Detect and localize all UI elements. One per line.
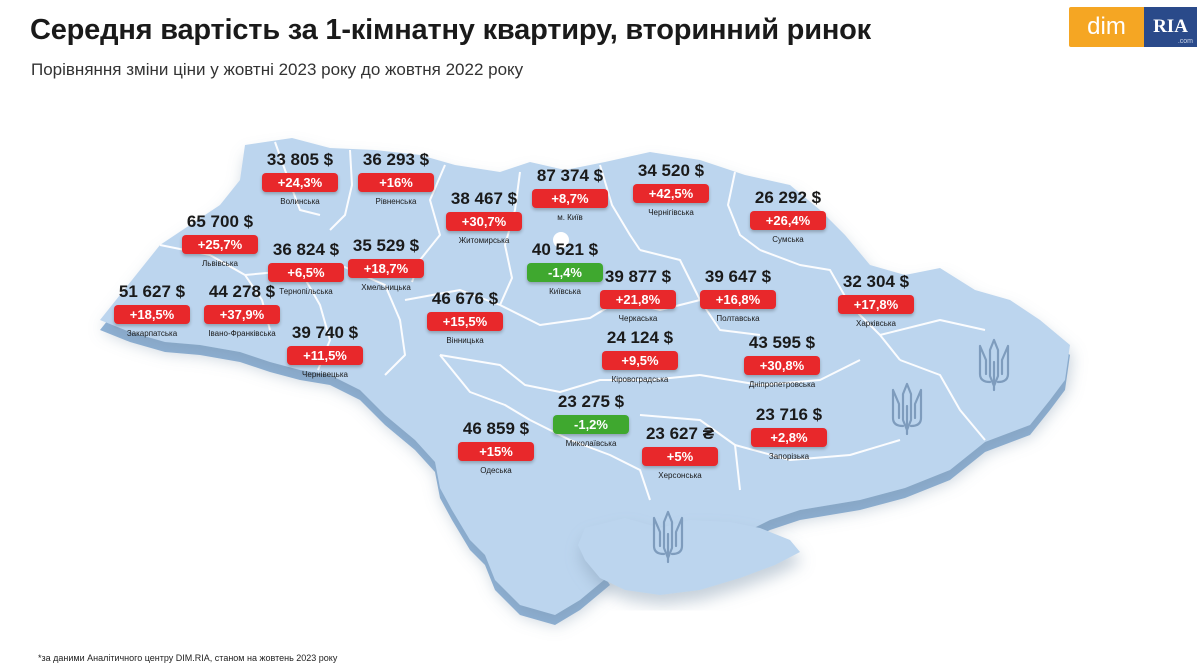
region-price: 36 824 $: [272, 240, 340, 259]
region-price: 46 676 $: [431, 289, 499, 308]
region-price: 46 859 $: [462, 419, 530, 438]
logo-ria: RIA .com: [1144, 7, 1197, 47]
region-change-badge: +26,4%: [750, 211, 826, 230]
region-price: 26 292 $: [754, 188, 822, 207]
region-change-badge: +18,5%: [114, 305, 190, 324]
region-change-badge: +42,5%: [633, 184, 709, 203]
region-name: Волинська: [280, 197, 320, 206]
region-name: Черкаська: [618, 314, 658, 323]
region-price: 33 805 $: [266, 150, 334, 169]
region-name: Івано-Франківська: [208, 329, 276, 338]
region-change-badge: -1,2%: [553, 415, 629, 434]
region-price: 87 374 $: [536, 166, 604, 185]
region-change-badge: +6,5%: [268, 263, 344, 282]
logo-dim: dim: [1069, 7, 1144, 47]
region-name: Дніпропетровська: [748, 380, 816, 389]
region-change-badge: +17,8%: [838, 295, 914, 314]
logo-ria-domain: .com: [1177, 38, 1193, 45]
region-price: 36 293 $: [362, 150, 430, 169]
region-change-badge: +16,8%: [700, 290, 776, 309]
region-name: Рівненська: [375, 197, 417, 206]
dim-ria-logo[interactable]: dim RIA .com: [1069, 7, 1197, 47]
region-name: Кіровоградська: [611, 375, 669, 384]
region-change-badge: +24,3%: [262, 173, 338, 192]
region-name: Запорізька: [768, 452, 810, 461]
region-change-badge: +11,5%: [287, 346, 363, 365]
region-price: 43 595 $: [748, 333, 816, 352]
region-name: Львівська: [202, 259, 238, 268]
region-price: 39 647 $: [704, 267, 772, 286]
region-change-badge: +21,8%: [600, 290, 676, 309]
region-change-badge: +18,7%: [348, 259, 424, 278]
region-name: Харківська: [856, 319, 896, 328]
region-name: Чернівецька: [302, 370, 348, 379]
map-crimea: [578, 518, 800, 595]
region-change-badge: -1,4%: [527, 263, 603, 282]
region-change-badge: +15%: [458, 442, 534, 461]
region-change-badge: +30,8%: [744, 356, 820, 375]
region-change-badge: +37,9%: [204, 305, 280, 324]
region-price: 32 304 $: [842, 272, 910, 291]
region-change-badge: +2,8%: [751, 428, 827, 447]
page-subtitle: Порівняння зміни ціни у жовтні 2023 року…: [31, 60, 524, 79]
region-price: 23 627 ₴: [645, 424, 715, 443]
region-price: 24 124 $: [606, 328, 674, 347]
logo-ria-text: RIA: [1153, 16, 1188, 37]
region-price: 23 275 $: [557, 392, 625, 411]
region-price: 38 467 $: [450, 189, 518, 208]
region-name: Тернопільська: [279, 287, 333, 296]
region-name: Сумська: [772, 235, 804, 244]
source-footnote: *за даними Аналітичного центру DIM.RIA, …: [38, 653, 338, 663]
region-change-badge: +30,7%: [446, 212, 522, 231]
region-price: 65 700 $: [186, 212, 254, 231]
region-price: 51 627 $: [118, 282, 186, 301]
region-change-badge: +5%: [642, 447, 718, 466]
region-name: Одеська: [480, 466, 512, 475]
region-name: Чернігівська: [648, 208, 694, 217]
region-name: Закарпатська: [126, 329, 178, 338]
region-change-badge: +15,5%: [427, 312, 503, 331]
region-name: Миколаївська: [565, 439, 617, 448]
region-name: Полтавська: [716, 314, 760, 323]
region-name: Херсонська: [658, 471, 702, 480]
kyiv-city-marker: [553, 232, 569, 248]
region-price: 39 740 $: [291, 323, 359, 342]
region-price: 44 278 $: [208, 282, 276, 301]
region-name: Хмельницька: [361, 283, 411, 292]
region-change-badge: +16%: [358, 173, 434, 192]
region-change-badge: +8,7%: [532, 189, 608, 208]
region-name: Вінницька: [446, 336, 484, 345]
region-change-badge: +25,7%: [182, 235, 258, 254]
page-title: Середня вартість за 1-кімнатну квартиру,…: [30, 14, 871, 46]
region-change-badge: +9,5%: [602, 351, 678, 370]
region-name: Київська: [549, 287, 581, 296]
region-price: 39 877 $: [604, 267, 672, 286]
region-price: 40 521 $: [531, 240, 599, 259]
region-price: 23 716 $: [755, 405, 823, 424]
region-name: Житомирська: [458, 236, 510, 245]
map-country: [100, 138, 1070, 615]
region-price: 34 520 $: [637, 161, 705, 180]
region-name: м. Київ: [557, 213, 583, 222]
region-price: 35 529 $: [352, 236, 420, 255]
